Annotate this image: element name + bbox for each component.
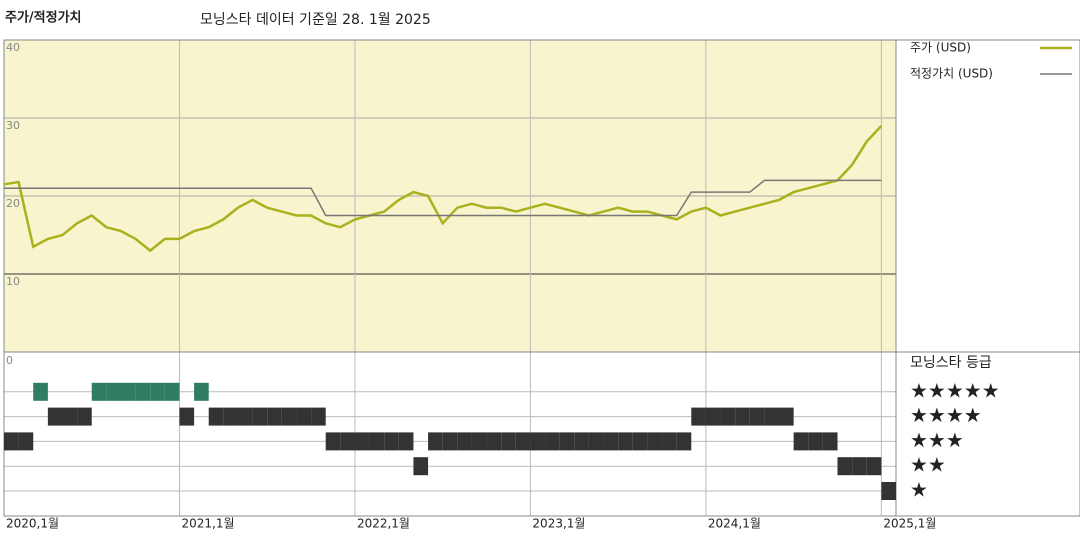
rating-label: ★★★★★ bbox=[910, 378, 1000, 402]
rating-bar bbox=[647, 432, 663, 451]
x-tick-label: 2020,1월 bbox=[6, 517, 59, 531]
rating-bar bbox=[808, 432, 823, 451]
rating-bar bbox=[720, 407, 736, 426]
rating-bar bbox=[457, 432, 472, 451]
rating-bar bbox=[559, 432, 575, 451]
rating-bar bbox=[574, 432, 589, 451]
x-tick-label: 2022,1월 bbox=[357, 517, 410, 531]
rating-bar bbox=[749, 407, 765, 426]
rating-bar bbox=[4, 432, 19, 451]
series-line bbox=[3, 124, 883, 253]
rating-label: ★★★ bbox=[910, 428, 964, 452]
rating-bar bbox=[793, 432, 809, 451]
rating-bar bbox=[252, 407, 268, 426]
rating-label: ★ bbox=[910, 478, 928, 502]
y-tick-label: 0 bbox=[6, 354, 13, 367]
rating-bar bbox=[545, 432, 560, 451]
rating-bar bbox=[120, 382, 136, 401]
rating-bar bbox=[779, 407, 794, 426]
legend-label: 적정가치 (USD) bbox=[910, 67, 993, 81]
rating-bar bbox=[691, 407, 706, 426]
x-tick-label: 2024,1월 bbox=[708, 517, 761, 531]
rating-bar bbox=[384, 432, 399, 451]
rating-bar bbox=[47, 407, 63, 426]
rating-bar bbox=[515, 432, 531, 451]
rating-bar bbox=[18, 432, 34, 451]
rating-bar bbox=[106, 382, 121, 401]
x-tick-label: 2025,1월 bbox=[883, 517, 936, 531]
rating-bar bbox=[77, 407, 92, 426]
rating-bar bbox=[223, 407, 238, 426]
rating-bar bbox=[705, 407, 721, 426]
rating-bar bbox=[398, 432, 414, 451]
y-tick-label: 30 bbox=[6, 119, 20, 132]
rating-bar bbox=[662, 432, 677, 451]
rating-bar bbox=[164, 382, 180, 401]
rating-bar bbox=[486, 432, 502, 451]
legend-label: 주가 (USD) bbox=[910, 41, 971, 55]
rating-bar bbox=[764, 407, 780, 426]
rating-bar bbox=[267, 407, 282, 426]
rating-bar bbox=[501, 432, 516, 451]
rating-bar bbox=[208, 407, 224, 426]
rating-bar bbox=[822, 432, 838, 451]
rating-bar bbox=[881, 482, 896, 500]
y-tick-label: 20 bbox=[6, 197, 20, 210]
rating-bar bbox=[618, 432, 633, 451]
rating-bar bbox=[852, 457, 867, 476]
chart-subtitle: 모닝스타 데이터 기준일 28. 1월 2025 bbox=[200, 12, 431, 28]
rating-bar bbox=[369, 432, 385, 451]
rating-bar bbox=[237, 407, 253, 426]
rating-bar bbox=[354, 432, 370, 451]
rating-bar bbox=[296, 407, 312, 426]
chart-title: 주가/적정가치 bbox=[5, 10, 82, 26]
rating-bar bbox=[340, 432, 355, 451]
rating-bar bbox=[428, 432, 443, 451]
x-tick-label: 2023,1월 bbox=[532, 517, 585, 531]
rating-bar bbox=[471, 432, 487, 451]
rating-bar bbox=[837, 457, 853, 476]
rating-bar bbox=[603, 432, 619, 451]
rating-bar bbox=[135, 382, 151, 401]
rating-bar bbox=[91, 382, 107, 401]
rating-bar bbox=[179, 407, 195, 426]
ratings-title: 모닝스타 등급 bbox=[910, 355, 992, 371]
rating-bar bbox=[530, 432, 546, 451]
y-tick-label: 40 bbox=[6, 41, 20, 54]
rating-bar bbox=[735, 407, 750, 426]
y-tick-label: 10 bbox=[6, 275, 20, 288]
rating-bar bbox=[311, 407, 326, 426]
rating-bar bbox=[281, 407, 297, 426]
rating-label: ★★★★ bbox=[910, 403, 982, 427]
rating-bar bbox=[442, 432, 458, 451]
frame bbox=[3, 39, 1080, 517]
rating-bar bbox=[62, 407, 78, 426]
series-line bbox=[4, 179, 882, 217]
x-tick-label: 2021,1월 bbox=[181, 517, 234, 531]
rating-bar bbox=[632, 432, 648, 451]
rating-bar bbox=[866, 457, 882, 476]
rating-label: ★★ bbox=[910, 453, 946, 477]
rating-bar bbox=[150, 382, 165, 401]
rating-bar bbox=[325, 432, 341, 451]
rating-bar bbox=[588, 432, 604, 451]
rating-bar bbox=[413, 457, 429, 476]
rating-bar bbox=[194, 382, 209, 401]
rating-bar bbox=[676, 432, 692, 451]
rating-bar bbox=[33, 382, 48, 401]
